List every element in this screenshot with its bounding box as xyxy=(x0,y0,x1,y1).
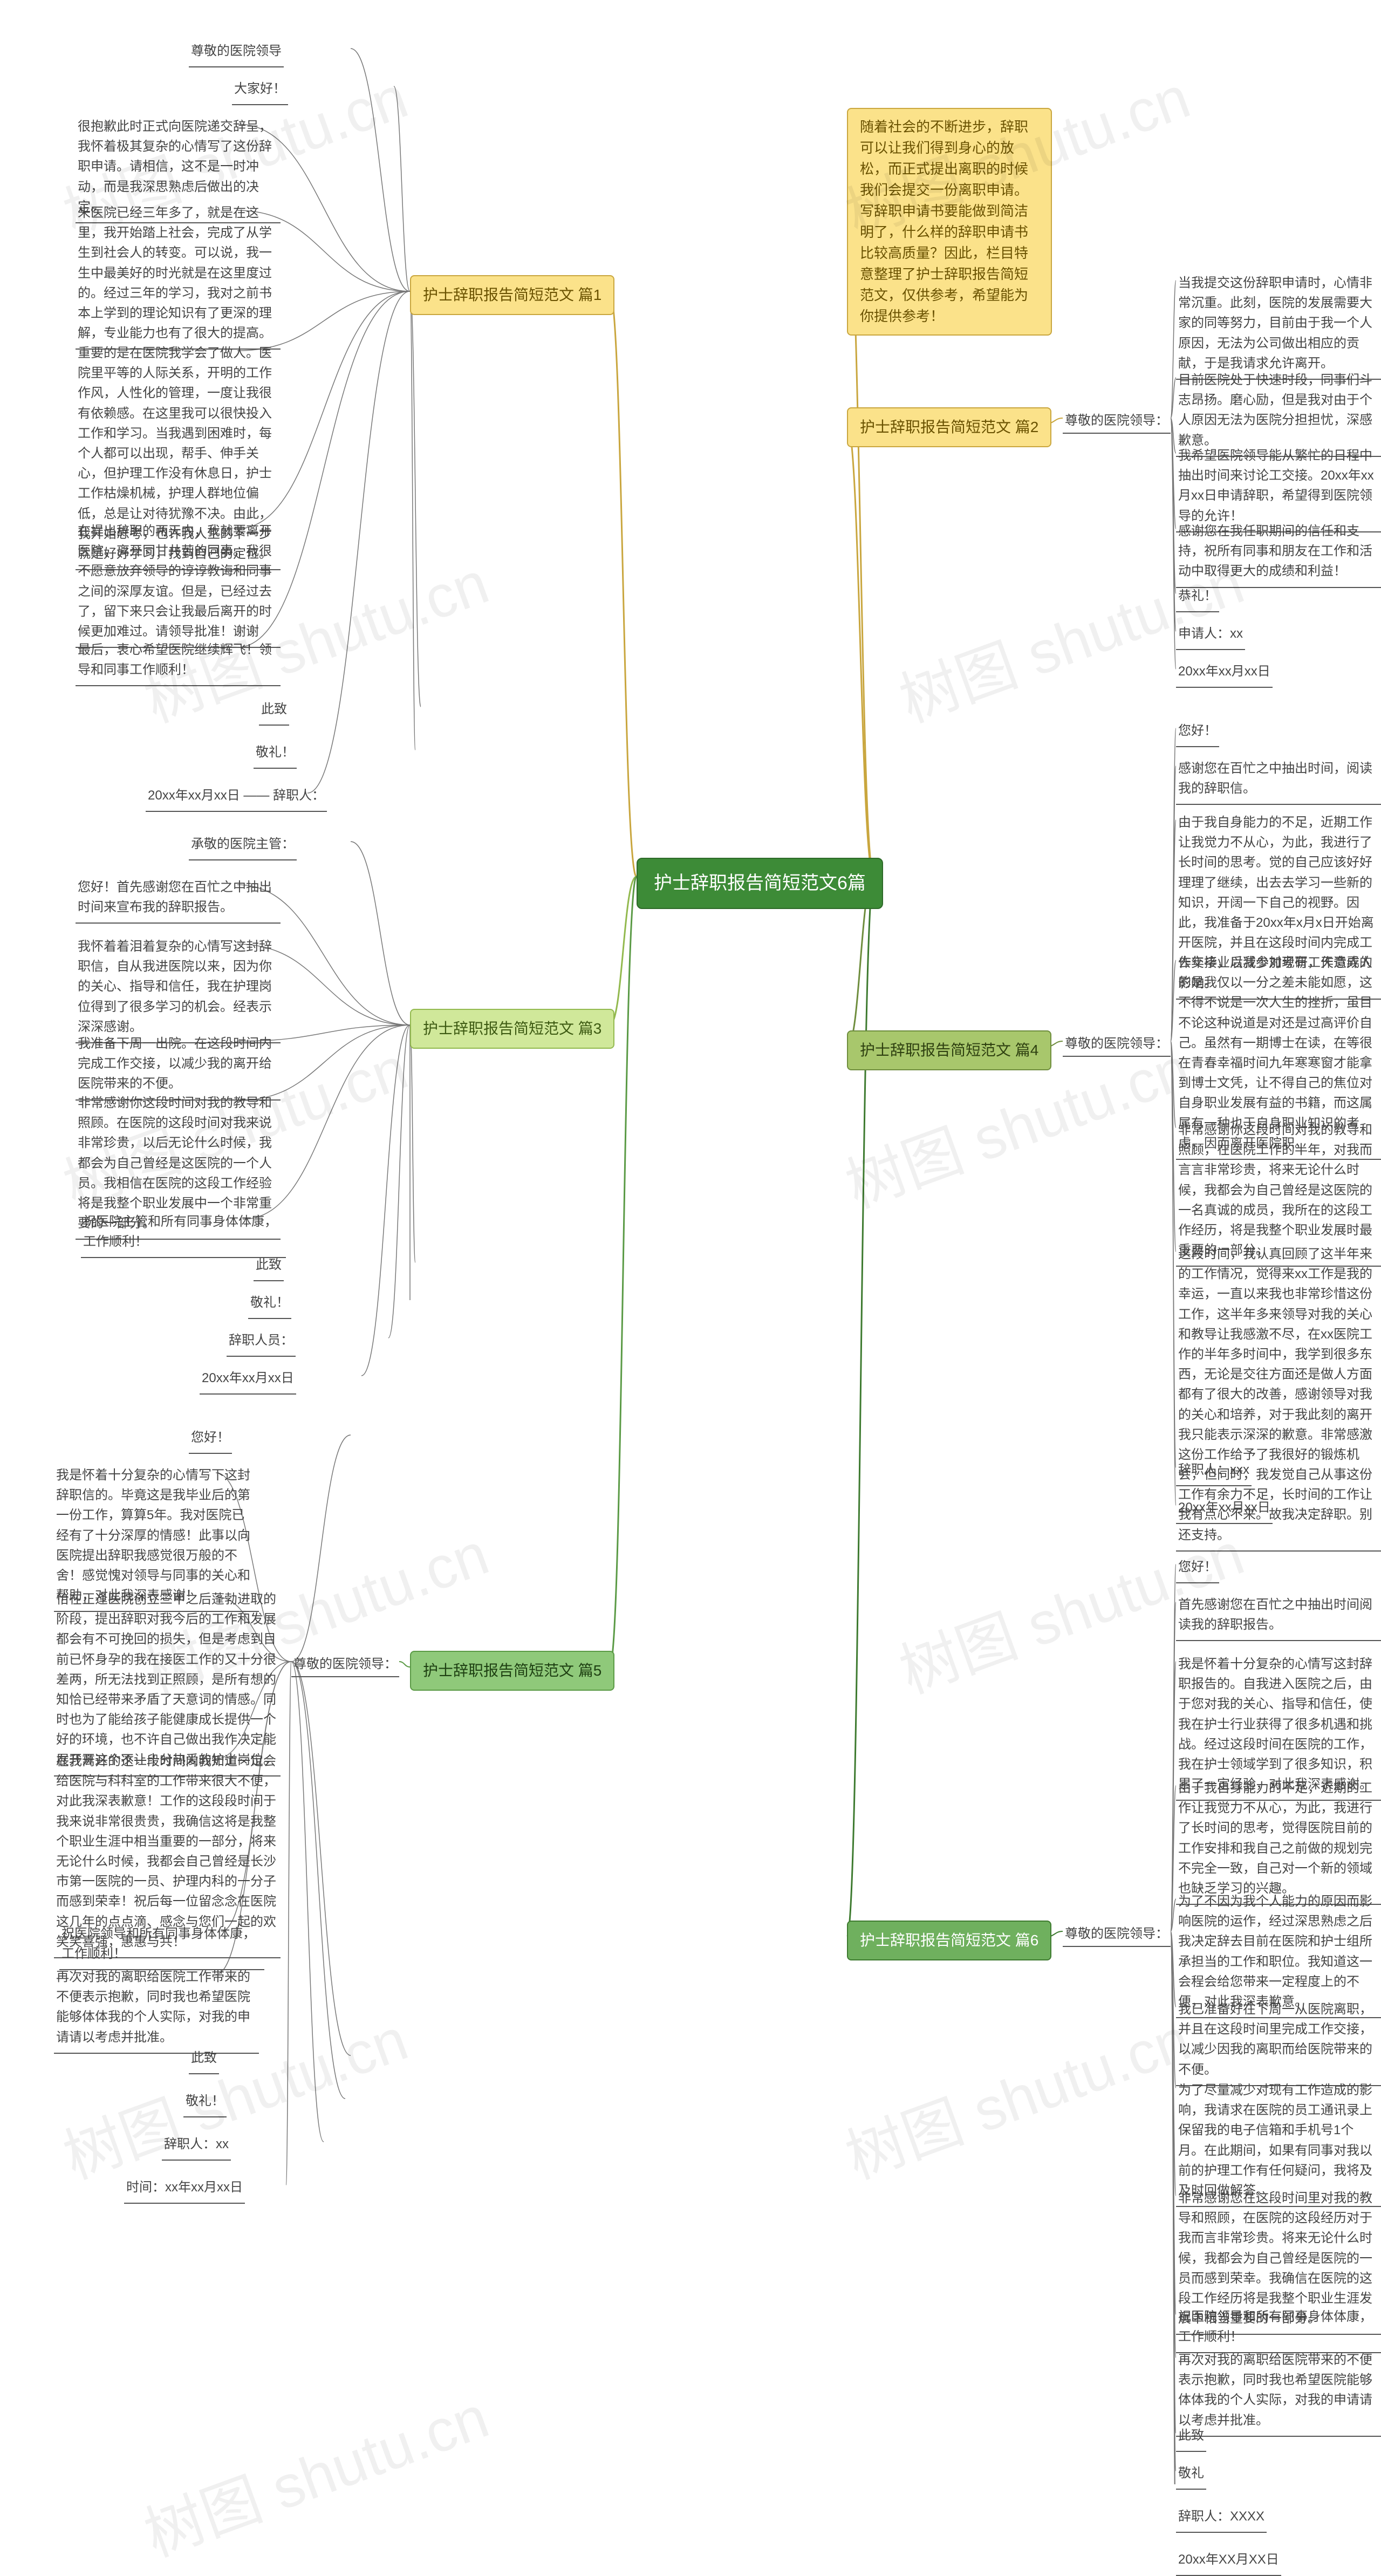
leaf-text: 我怀着着泪着复杂的心情写这封辞职信，自从我进医院以来，因为你的关心、指导和信任，… xyxy=(76,933,281,1043)
leaf-text: 大家好！ xyxy=(232,76,288,105)
intro-box: 随着社会的不断进步，辞职可以让我们得到身心的放松，而正式提出离职的时候我们会提交… xyxy=(847,108,1052,336)
leaf-text: 20xx年xx月xx日 —— 辞职人： xyxy=(146,782,327,812)
leaf-text: 最后，衷心希望医院继续辉飞！领导和同事工作顺利！ xyxy=(76,637,281,686)
leaf-text: 尊敬的医院领导 xyxy=(189,38,284,67)
leaf-text: 在提出辞职的两天内，我就要离开医院，离开同甘共苦的同事。我很不愿意放弃领导的谆谆… xyxy=(76,518,281,648)
leaf-text: 此致 xyxy=(1176,2422,1206,2452)
branch-node: 护士辞职报告简短范文 篇5 xyxy=(410,1651,614,1691)
branch-node: 护士辞职报告简短范文 篇2 xyxy=(847,407,1051,447)
leaf-text: 我已准备好在下周一从医院离职，并且在这段时间里完成工作交接，以减少因我的离职而给… xyxy=(1176,1996,1381,2086)
leaf-text: 您好！ xyxy=(1176,718,1219,747)
leaf-text: 祝医院领导和所有同事身体体康，工作顺利！ xyxy=(1176,2304,1381,2353)
leaf-text: 辞职人：xxx xyxy=(1176,1457,1252,1486)
branch-node: 护士辞职报告简短范文 篇4 xyxy=(847,1030,1051,1070)
branch-sublabel: 尊敬的医院领导： xyxy=(1063,1921,1171,1947)
branch-sublabel: 尊敬的医院领导： xyxy=(1063,407,1171,434)
leaf-text: 您好！首先感谢您在百忙之中抽出时间来宣布我的辞职报告。 xyxy=(76,874,281,924)
leaf-text: 首先感谢您在百忙之中抽出时间阅读我的辞职报告。 xyxy=(1176,1591,1381,1641)
root-node: 护士辞职报告简短范文6篇 xyxy=(637,858,883,909)
leaf-text: 由于我自身能力的不足，近期的工作让我觉力不从心，为此，我进行了长时间的思考，觉得… xyxy=(1176,1775,1381,1905)
branch-node: 护士辞职报告简短范文 篇6 xyxy=(847,1921,1051,1960)
leaf-text: 敬礼！ xyxy=(248,1289,291,1319)
leaf-text: 20xx年XX月XX日 xyxy=(1176,2546,1281,2576)
leaf-text: 承敬的医院主管： xyxy=(189,831,297,860)
leaf-text: 辞职人：XXXX xyxy=(1176,2503,1267,2533)
leaf-text: 申请人：xx xyxy=(1176,620,1245,650)
leaf-text: 再次对我的离职给医院带来的不便表示抱歉，同时我也希望医院能够体体我的个人实际，对… xyxy=(1176,2347,1381,2437)
leaf-text: 20xx年xx月xx日 xyxy=(200,1365,296,1395)
leaf-text: 再次对我的离职给医院工作带来的不便表示抱歉，同时我也希望医院能够体体我的个人实际… xyxy=(54,1964,259,2054)
watermark: 树图 shutu.cn xyxy=(131,2369,498,2573)
branch-sublabel: 尊敬的医院领导： xyxy=(291,1651,399,1677)
leaf-text: 辞职人：xx xyxy=(162,2131,231,2161)
leaf-text: 此致 xyxy=(259,696,289,726)
leaf-text: 当我提交这份辞职申请时，心情非常沉重。此刻，医院的发展需要大家的同等努力，目前由… xyxy=(1176,270,1381,380)
leaf-text: 祝医院领导和所有同事身体体康，工作顺利！ xyxy=(59,1921,264,1970)
leaf-text: 恭礼！ xyxy=(1176,583,1219,612)
leaf-text: 您好！ xyxy=(1176,1554,1219,1583)
leaf-text: 此致 xyxy=(189,2045,219,2074)
leaf-text: 此致 xyxy=(254,1252,284,1281)
leaf-text: 来医院已经三年多了，就是在这里，我开始踏上社会，完成了从学生到社会人的转变。可以… xyxy=(76,200,281,350)
leaf-text: 敬礼！ xyxy=(254,739,297,769)
branch-node: 护士辞职报告简短范文 篇1 xyxy=(410,275,614,315)
branch-node: 护士辞职报告简短范文 篇3 xyxy=(410,1009,614,1049)
leaf-text: 祝医院主管和所有同事身体体康，工作顺利！ xyxy=(81,1208,286,1258)
leaf-text: 感谢您在百忙之中抽出时间，阅读我的辞职信。 xyxy=(1176,755,1381,805)
leaf-text: 敬礼！ xyxy=(183,2088,227,2117)
leaf-text: 20xx年xx月xx日 xyxy=(1176,658,1273,688)
leaf-text: 敬礼 xyxy=(1176,2460,1206,2490)
leaf-text: 20xx年xx月xx日 xyxy=(1176,1494,1273,1524)
leaf-text: 时间：xx年xx月xx日 xyxy=(124,2174,245,2204)
leaf-text: 您好！ xyxy=(189,1424,232,1454)
watermark: 树图 shutu.cn xyxy=(832,1991,1200,2195)
leaf-text: 感谢您在我任职期间的信任和支持，祝所有同事和朋友在工作和活动中取得更大的成绩和利… xyxy=(1176,518,1381,588)
branch-sublabel: 尊敬的医院领导： xyxy=(1063,1030,1171,1057)
leaf-text: 辞职人员： xyxy=(227,1327,296,1357)
